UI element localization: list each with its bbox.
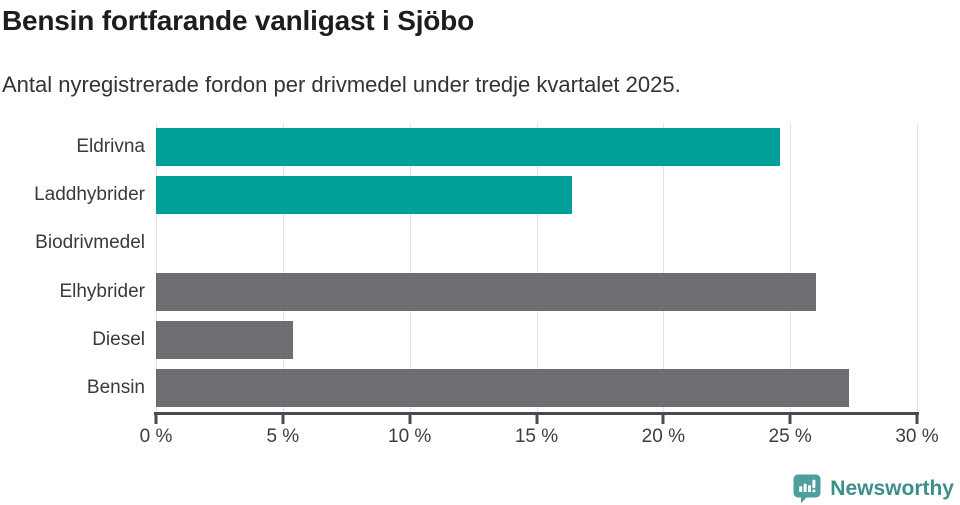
y-axis-label: Elhybrider [59,280,145,302]
brand-name: Newsworthy [830,476,954,500]
x-tick-label: 30 % [895,426,939,447]
x-tick-mark [915,415,919,424]
x-tick-label: 0 % [139,426,173,447]
plot-area [156,123,918,412]
brand-footer: Newsworthy [792,473,954,504]
x-tick-mark [281,415,285,424]
y-axis-label: Laddhybrider [34,184,145,206]
x-tick-label: 25 % [768,426,812,447]
y-axis-label: Eldrivna [76,136,145,158]
bar-eldrivna [156,128,781,167]
x-tick-mark [788,415,792,424]
bar-elhybrider [156,272,816,311]
gridline [282,123,284,412]
bar-bensin [156,368,849,407]
x-tick-label: 15 % [514,426,559,447]
gridline [663,123,665,412]
chart-title: Bensin fortfarande vanligast i Sjöbo [2,5,474,36]
x-tick-mark [535,415,538,424]
gridline [790,123,792,412]
gridline [917,123,918,412]
bar-laddhybrider [156,176,572,215]
chart-subtitle: Antal nyregistrerade fordon per drivmede… [2,72,681,97]
x-tick-label: 10 % [388,426,432,447]
x-tick-label: 5 % [266,426,300,447]
x-axis-ticks: 0 % 5 % 10 % 15 % 20 % 25 % 30 % [140,412,939,452]
x-tick-label: 20 % [641,426,685,447]
x-tick-mark [661,415,665,424]
x-tick-mark [154,415,158,424]
y-axis-label: Biodrivmedel [35,232,145,254]
logo-bubble-shape [793,474,821,504]
gridline [536,123,538,412]
gridline [156,123,157,412]
bar-diesel [156,320,293,359]
y-axis-label: Diesel [92,328,145,350]
x-axis-line [154,412,919,415]
y-axis-label: Bensin [86,376,145,398]
gridline [409,123,411,412]
y-axis-labels: Eldrivna Laddhybrider Biodrivmedel Elhybrid… [0,123,145,412]
x-tick-mark [408,415,412,424]
newsworthy-logo-icon [793,474,821,504]
logo-bars [799,479,816,493]
